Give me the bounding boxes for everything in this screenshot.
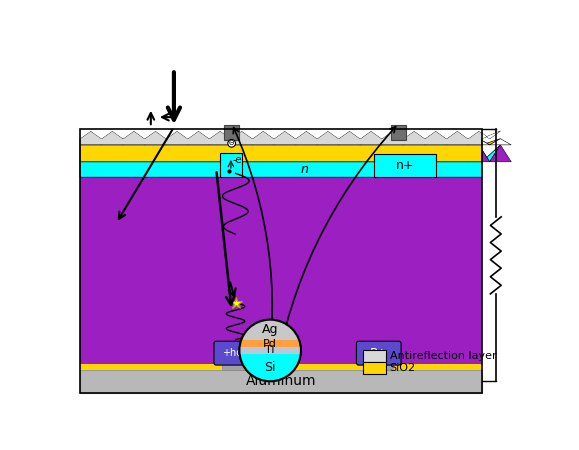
Polygon shape [382, 139, 404, 145]
Polygon shape [210, 145, 231, 162]
FancyBboxPatch shape [357, 341, 401, 365]
Polygon shape [80, 139, 500, 162]
Polygon shape [145, 139, 166, 145]
Polygon shape [404, 145, 425, 162]
Polygon shape [468, 139, 490, 145]
Polygon shape [123, 139, 145, 145]
Polygon shape [252, 145, 274, 162]
Bar [239, 340, 301, 347]
Polygon shape [80, 139, 101, 145]
Polygon shape [80, 145, 101, 162]
Bar [224, 125, 239, 140]
Polygon shape [339, 139, 360, 145]
Polygon shape [274, 139, 296, 145]
Polygon shape [490, 139, 511, 145]
Polygon shape [188, 139, 210, 145]
Polygon shape [252, 139, 274, 145]
Bar [239, 320, 301, 340]
Text: Antireflection layer: Antireflection layer [390, 351, 496, 361]
Bar [239, 347, 301, 354]
Circle shape [239, 320, 301, 381]
Text: P+: P+ [369, 346, 388, 360]
Bar [80, 130, 482, 393]
Polygon shape [425, 145, 446, 162]
Polygon shape [274, 145, 296, 162]
Text: SiO2: SiO2 [390, 363, 416, 373]
Text: Ti: Ti [265, 346, 275, 356]
Bar [374, 154, 436, 177]
Polygon shape [80, 145, 500, 177]
Text: +hole: +hole [222, 348, 251, 358]
Polygon shape [446, 139, 468, 145]
Text: Pd: Pd [263, 338, 277, 348]
Text: Si: Si [265, 361, 276, 374]
Bar [80, 177, 482, 364]
Polygon shape [490, 145, 511, 162]
FancyBboxPatch shape [214, 341, 259, 365]
Polygon shape [145, 145, 166, 162]
Circle shape [228, 140, 236, 147]
Polygon shape [188, 145, 210, 162]
Polygon shape [101, 139, 123, 145]
Text: P: P [292, 263, 318, 297]
Polygon shape [296, 145, 317, 162]
Bar [362, 362, 386, 374]
Bar [391, 125, 406, 140]
Polygon shape [123, 145, 145, 162]
Polygon shape [101, 145, 123, 162]
Polygon shape [231, 145, 252, 162]
Polygon shape [382, 145, 404, 162]
Bar [365, 364, 393, 370]
Polygon shape [296, 139, 317, 145]
Bar [220, 153, 241, 177]
Polygon shape [210, 139, 231, 145]
Text: Ag: Ag [262, 323, 278, 336]
Bar [362, 351, 386, 362]
Polygon shape [360, 145, 382, 162]
Text: Aluminum: Aluminum [245, 374, 316, 388]
Polygon shape [166, 145, 188, 162]
Polygon shape [468, 145, 490, 162]
Polygon shape [425, 139, 446, 145]
Bar [80, 364, 482, 370]
Polygon shape [231, 139, 252, 145]
Polygon shape [404, 139, 425, 145]
Polygon shape [80, 54, 500, 139]
Text: n+: n+ [395, 159, 414, 172]
Text: Θ: Θ [229, 140, 234, 146]
Text: n: n [301, 163, 309, 176]
Polygon shape [360, 139, 382, 145]
Text: -e: -e [232, 155, 242, 165]
Polygon shape [317, 145, 339, 162]
Polygon shape [80, 131, 500, 145]
Bar [80, 370, 482, 393]
Polygon shape [166, 139, 188, 145]
Polygon shape [446, 145, 468, 162]
Bar [239, 354, 301, 381]
Bar [222, 364, 250, 370]
Bar [80, 162, 482, 177]
Polygon shape [317, 139, 339, 145]
Polygon shape [339, 145, 360, 162]
